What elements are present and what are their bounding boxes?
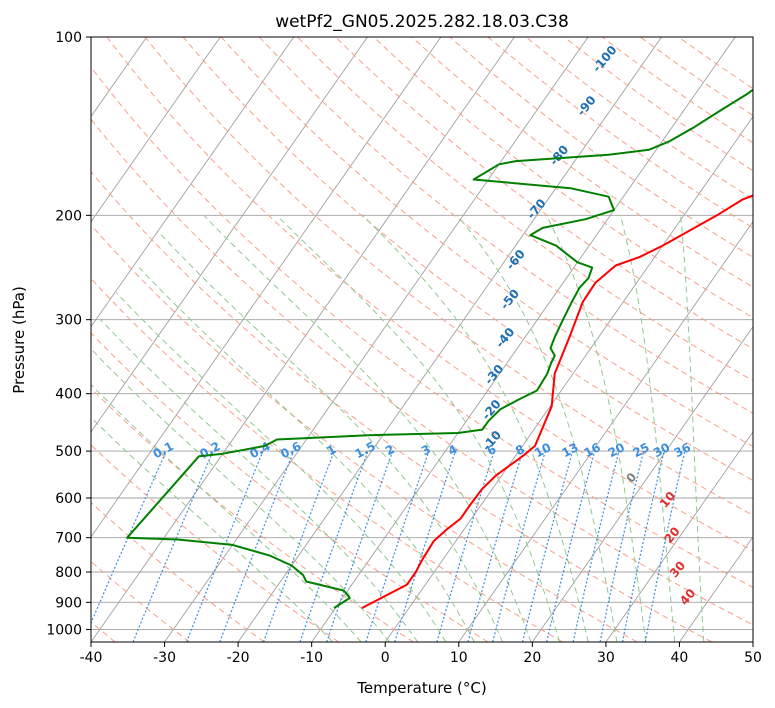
y-tick-label: 400	[55, 387, 82, 403]
isotherm-line	[91, 37, 368, 433]
isotherm-line	[91, 37, 442, 538]
moist-adiabat-line	[456, 214, 618, 642]
x-tick-label: 30	[597, 650, 615, 666]
moist-adiabat-line	[545, 215, 647, 642]
dry-adiabat-line	[91, 66, 753, 588]
plot-frame	[90, 36, 754, 643]
mixing-ratio-line	[299, 450, 369, 642]
dry-adiabat-line	[91, 501, 265, 642]
x-tick-label: 20	[523, 650, 541, 666]
mixing-ratio-label: 36	[672, 440, 693, 460]
y-axis-label: Pressure (hPa)	[10, 286, 28, 394]
mixing-ratio-line	[467, 450, 524, 642]
y-tick-label: 700	[55, 531, 82, 547]
isotherm-line	[384, 115, 753, 642]
dry-adiabat-line	[91, 224, 638, 642]
moist-adiabat-line	[100, 319, 419, 642]
mixing-ratio-line	[219, 450, 295, 642]
y-tick-label: 500	[55, 444, 82, 460]
isotherm-line	[605, 431, 753, 642]
dewpoint-profile-line	[126, 88, 753, 609]
isotherm-lines	[91, 37, 753, 642]
mixing-ratio-line	[572, 450, 620, 642]
profile-series	[126, 88, 753, 609]
isotherm-line	[237, 37, 662, 642]
x-tick-label: 10	[450, 650, 468, 666]
dry-adiabat-line	[297, 37, 753, 382]
y-tick-label: 1000	[46, 622, 82, 638]
mixing-ratio-label: 25	[630, 440, 651, 460]
isotherm-line	[91, 37, 221, 223]
dry-adiabat-line	[91, 171, 713, 642]
y-tick-label: 900	[55, 595, 82, 611]
x-tick-label: -20	[227, 650, 250, 666]
mixing-ratio-line	[365, 450, 430, 642]
moist-adiabat-lines	[91, 214, 705, 642]
moist-adiabat-line	[91, 348, 390, 642]
mixing-ratio-lines	[91, 450, 686, 642]
isotherm-line	[164, 37, 589, 642]
isotherm-line	[679, 536, 753, 642]
y-tick-label: 200	[55, 208, 82, 224]
dry-adiabat-line	[335, 37, 753, 350]
dry-adiabat-line	[91, 118, 753, 626]
mixing-ratio-label: 16	[582, 440, 603, 460]
moist-adiabat-line	[138, 267, 475, 642]
dry-adiabat-line	[91, 277, 563, 642]
mixing-ratio-line	[436, 450, 495, 642]
moist-adiabat-line	[115, 292, 447, 642]
y-tick-label: 100	[55, 30, 82, 46]
mixing-ratio-line	[599, 450, 645, 642]
x-tick-label: -40	[80, 650, 103, 666]
isotherm-line	[531, 325, 753, 642]
y-tick-label: 600	[55, 491, 82, 507]
x-tick-label: 50	[744, 650, 762, 666]
moist-adiabat-line	[620, 215, 676, 642]
dry-adiabat-line	[91, 332, 489, 642]
y-tick-label: 300	[55, 313, 82, 329]
mixing-ratio-label: 13	[559, 440, 580, 460]
mixing-ratio-line	[262, 450, 335, 642]
mixing-ratio-line	[521, 450, 574, 642]
x-axis-ticks: -40 -30 -20 -10 0 10 20 30 40 50	[80, 642, 762, 666]
moist-adiabat-line	[680, 215, 705, 642]
isotherm-line	[311, 37, 736, 642]
chart-title: wetPf2_GN05.2025.282.18.03.C38	[275, 12, 569, 32]
y-tick-label: 800	[55, 565, 82, 581]
isotherm-line	[91, 37, 515, 642]
dry-adiabat-line	[258, 37, 753, 414]
moist-adiabat-line	[91, 416, 334, 642]
mixing-ratio-line	[91, 450, 167, 625]
x-tick-label: -30	[153, 650, 176, 666]
x-tick-label: 0	[381, 650, 390, 666]
dry-adiabat-lines	[91, 37, 753, 642]
y-axis-ticks: 100 200 300 400 500 600 700 800 900 1000	[46, 30, 91, 638]
mixing-ratio-label: 10	[532, 440, 553, 460]
dry-adiabat-line	[144, 37, 753, 516]
mixing-ratio-line	[546, 450, 596, 642]
mixing-ratio-label: 30	[651, 440, 672, 460]
mixing-ratio-line	[132, 450, 214, 642]
isotherm-line	[91, 37, 295, 328]
x-tick-label: 40	[671, 650, 689, 666]
dry-adiabat-line	[106, 37, 753, 552]
moist-adiabat-line	[203, 214, 532, 642]
temperature-profile-line	[361, 194, 753, 609]
mixing-ratio-label: 20	[606, 440, 627, 460]
plot-area: 0.1 0.2 0.4 0.6 1 1.5 2 3 4 6 8 10 13 16 20 25 30 36-100-…	[91, 37, 753, 642]
mixing-ratio-line	[326, 450, 394, 642]
isotherm-line	[458, 220, 753, 642]
mixing-ratio-line	[492, 450, 546, 642]
x-axis-label: Temperature (°C)	[356, 679, 486, 697]
mixing-ratio-line	[394, 450, 456, 642]
isobar-lines	[91, 37, 753, 630]
x-tick-label: -10	[300, 650, 323, 666]
moist-adiabat-line	[159, 233, 504, 642]
moist-adiabat-line	[91, 383, 362, 642]
mixing-ratio-line	[186, 450, 264, 642]
